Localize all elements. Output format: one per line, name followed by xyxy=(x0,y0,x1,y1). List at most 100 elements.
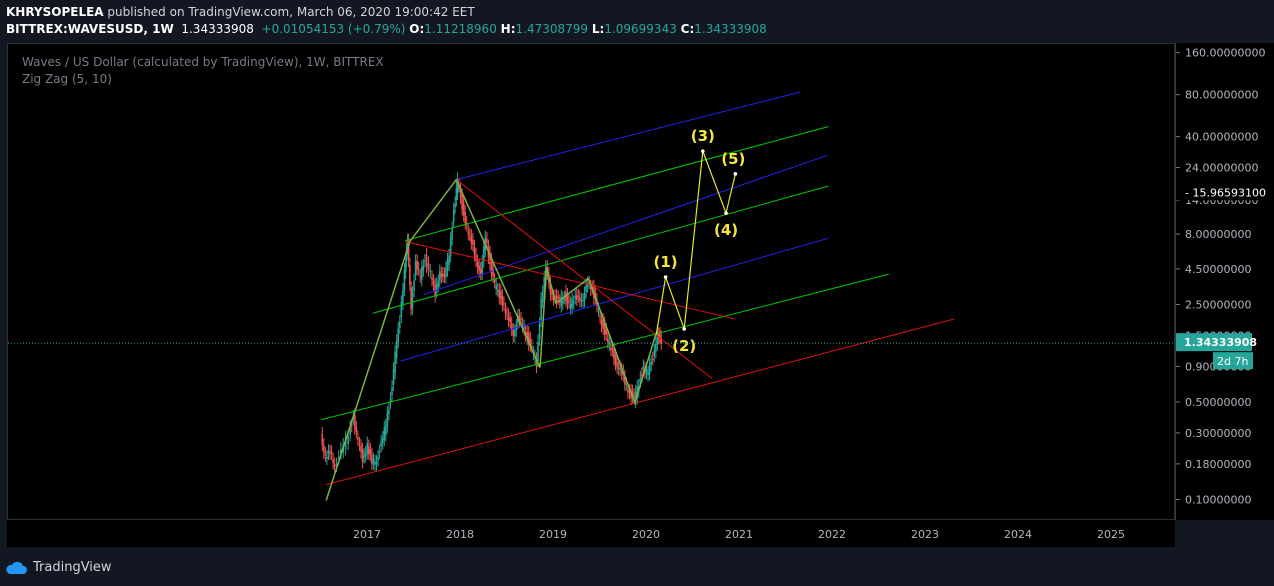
candle-body xyxy=(633,395,635,398)
y-tick-label: 0.50000000 xyxy=(1185,396,1251,409)
countdown-label: 2d 7h xyxy=(1217,355,1248,368)
time-axis-canvas[interactable]: 2017 2018 2019 2020 2021 2022 2023 2024 2025 xyxy=(7,520,1175,547)
candle-body xyxy=(585,285,587,293)
candle-body xyxy=(443,273,446,277)
chart-canvas[interactable]: (1) (2) (3) (4) (5) xyxy=(8,44,1174,519)
candle-body xyxy=(324,453,327,456)
candle-body xyxy=(529,338,532,346)
candle-body xyxy=(597,309,600,311)
candle-body xyxy=(504,309,507,314)
candle-body xyxy=(583,293,586,301)
candle-body xyxy=(613,350,615,360)
candle-body xyxy=(431,277,433,281)
x-tick-label: 2017 xyxy=(353,528,381,541)
y-tick-label: 40.00000000 xyxy=(1185,131,1258,144)
candle-body xyxy=(560,296,563,307)
wave-label: (1) xyxy=(654,253,678,271)
candle-body xyxy=(417,268,420,270)
candle-body xyxy=(437,281,440,287)
author-name[interactable]: KHRYSOPELEA xyxy=(6,5,104,19)
candle-body xyxy=(419,275,422,277)
candle-body xyxy=(451,228,453,240)
candle-body xyxy=(398,322,401,328)
candle-body xyxy=(329,451,331,454)
candle-body xyxy=(648,364,651,374)
candle-body xyxy=(589,286,592,290)
low-value: 1.09699343 xyxy=(604,22,677,36)
candle-body xyxy=(527,333,530,345)
tradingview-logo[interactable]: TradingView xyxy=(6,560,112,575)
price-axis[interactable]: 160.00000000 80.00000000 40.00000000 24.000… xyxy=(1175,43,1274,520)
marked-level-tag xyxy=(1176,184,1274,201)
candle-body xyxy=(422,265,425,271)
candle-body xyxy=(580,299,583,302)
candle-body xyxy=(392,368,395,385)
candle-body xyxy=(568,301,570,303)
candle-body xyxy=(479,268,482,274)
trendline-blue xyxy=(400,237,829,362)
open-label: O: xyxy=(409,22,425,36)
candle-body xyxy=(424,260,426,262)
wave-label: (2) xyxy=(672,337,696,355)
price-axis-canvas[interactable]: 160.00000000 80.00000000 40.00000000 24.000… xyxy=(1176,43,1274,520)
candle-body xyxy=(482,246,485,262)
legend-indicator[interactable]: Zig Zag (5, 10) xyxy=(22,72,112,86)
high-value: 1.47308799 xyxy=(515,22,589,36)
candle-body xyxy=(427,263,430,271)
candle-body xyxy=(442,273,444,276)
candle-body xyxy=(563,297,566,299)
candle-body xyxy=(473,246,476,256)
candle-body xyxy=(647,372,649,376)
wave-point xyxy=(701,149,705,153)
candle-body xyxy=(432,280,435,285)
candle-body xyxy=(409,264,411,285)
close-label: C: xyxy=(680,22,695,36)
x-tick-label: 2019 xyxy=(539,528,567,541)
candle-body xyxy=(400,302,403,317)
candle-body xyxy=(642,366,645,370)
candle-body xyxy=(537,341,539,361)
candle-body xyxy=(347,436,349,444)
candle-body xyxy=(619,367,621,370)
candle-body xyxy=(503,303,505,305)
candle-body xyxy=(518,315,521,322)
candle-body xyxy=(603,323,606,335)
candle-body xyxy=(551,293,553,295)
candle-body xyxy=(380,441,382,446)
candle-body xyxy=(489,252,491,265)
candle-body xyxy=(449,238,452,256)
candle-body xyxy=(389,399,392,403)
y-tick-label: 160.00000000 xyxy=(1185,47,1265,60)
x-tick-label: 2024 xyxy=(1004,528,1032,541)
candle-body xyxy=(540,298,542,321)
candle-body xyxy=(350,425,353,427)
time-axis[interactable]: 2017 2018 2019 2020 2021 2022 2023 2024 2025 xyxy=(7,520,1175,547)
candle-body xyxy=(327,451,330,454)
candle-body xyxy=(388,409,390,415)
candle-body xyxy=(657,334,660,339)
candle-body xyxy=(538,324,541,340)
candle-body xyxy=(462,202,465,216)
candle-body xyxy=(366,443,369,454)
candle-body xyxy=(586,283,589,287)
candle-body xyxy=(620,369,623,374)
y-tick-label: 0.30000000 xyxy=(1185,427,1251,440)
candle-body xyxy=(372,459,375,464)
candle-body xyxy=(513,330,516,337)
candle-body xyxy=(641,374,643,377)
candle-body xyxy=(509,318,511,323)
trendline-red xyxy=(326,318,955,486)
candle-body xyxy=(414,261,417,275)
last-price: 1.34333908 xyxy=(181,22,254,36)
candle-body xyxy=(425,254,428,267)
chart-pane[interactable]: (1) (2) (3) (4) (5) Waves / US Dollar (calcu… xyxy=(7,43,1175,520)
x-tick-label: 2020 xyxy=(632,528,660,541)
candle-body xyxy=(625,383,628,385)
last-price-tag-label: 1.34333908 xyxy=(1184,336,1257,349)
candle-body xyxy=(395,340,398,358)
candle-body xyxy=(562,298,564,304)
last-price-tag xyxy=(1176,333,1252,352)
price-change: +0.01054153 (+0.79%) xyxy=(261,22,406,36)
trendline-blue xyxy=(423,154,829,295)
candle-body xyxy=(627,389,629,393)
